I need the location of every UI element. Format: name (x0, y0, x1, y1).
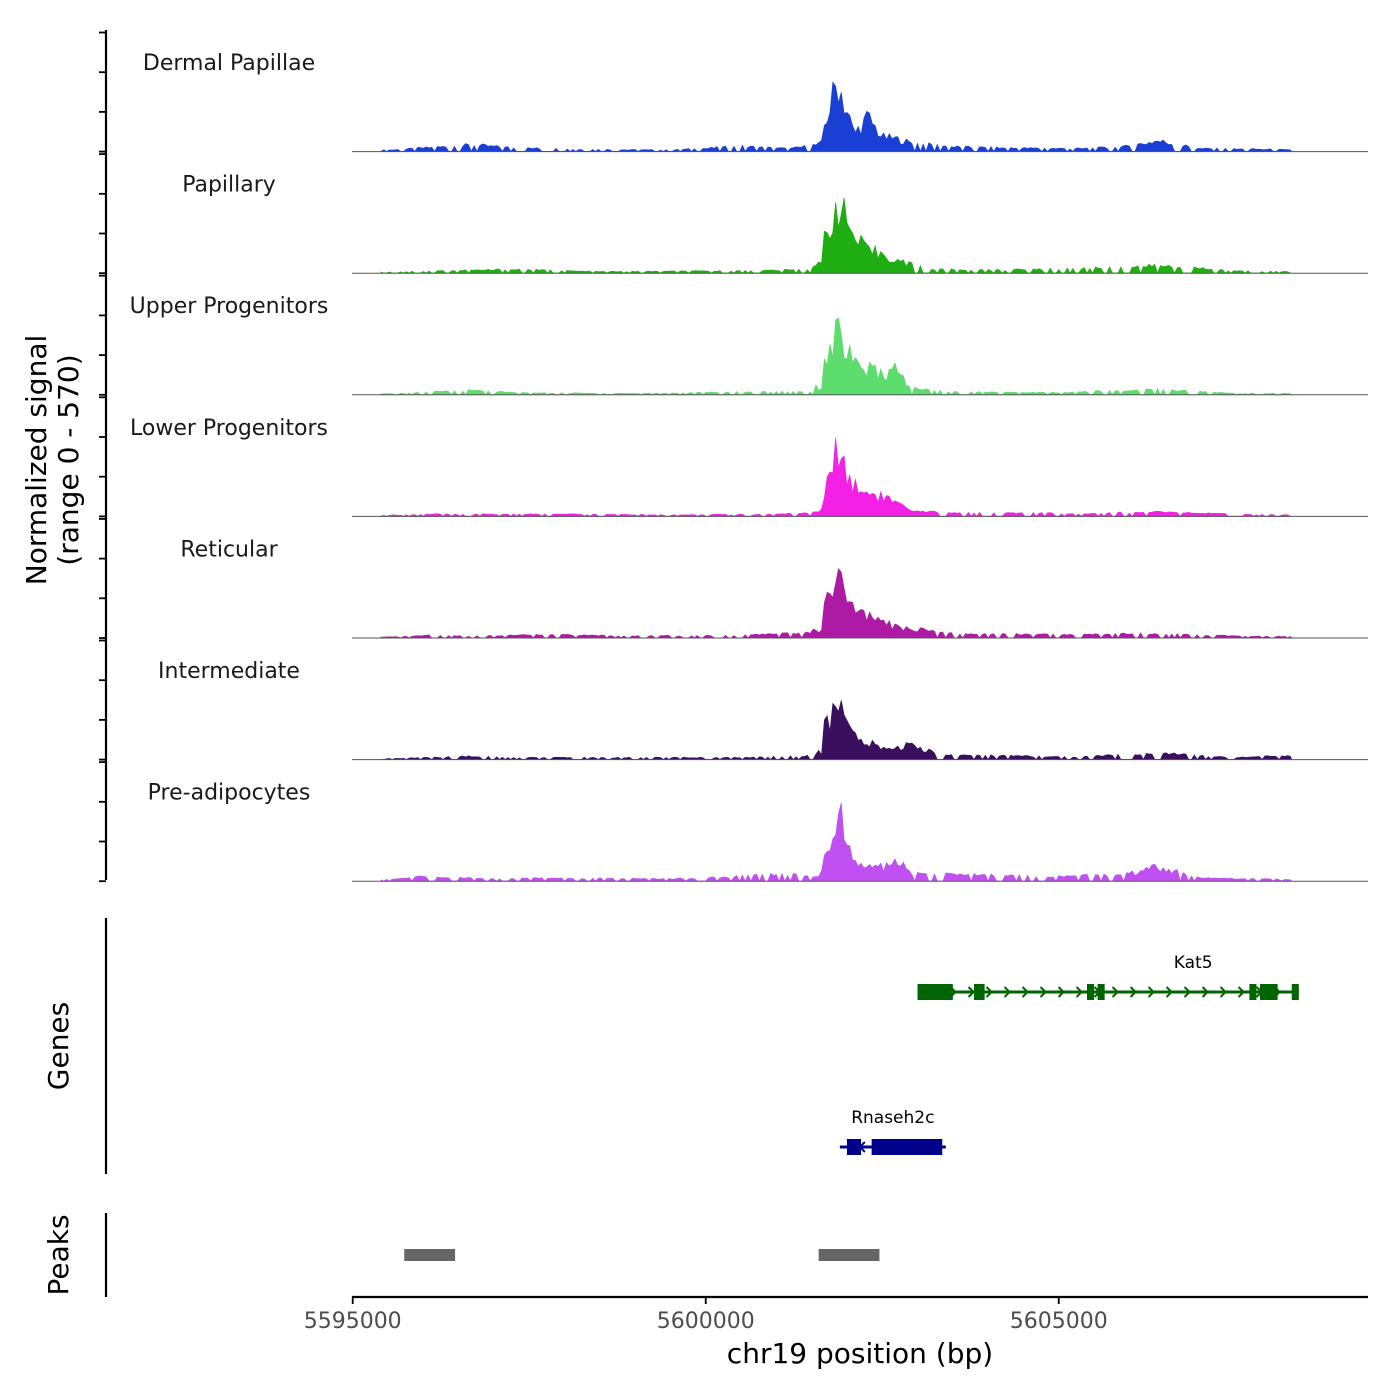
coverage-track-papillary (352, 197, 1368, 274)
strand-arrow (967, 986, 975, 998)
gene-exon (1097, 984, 1105, 1000)
gene-rnaseh2c: Rnaseh2c (839, 1108, 946, 1155)
strand-arrow (1147, 986, 1155, 998)
gene-label: Kat5 (1174, 953, 1213, 973)
strand-arrow (1111, 986, 1119, 998)
coverage-y-axis-title: Normalized signal(range 0 - 570) (20, 335, 85, 586)
track-label: Upper Progenitors (130, 294, 329, 319)
strand-arrow (985, 986, 993, 998)
coverage-track-upper-progenitors (352, 317, 1368, 396)
coverage-signal (380, 802, 1293, 883)
strand-arrow (1057, 986, 1065, 998)
strand-arrow (1129, 986, 1137, 998)
coverage-track-dermal-papillae (352, 81, 1368, 153)
x-axis-title: chr19 position (bp) (727, 1337, 993, 1370)
track-label: Lower Progenitors (130, 416, 328, 441)
track-label: Intermediate (158, 659, 300, 684)
strand-arrow (1201, 986, 1209, 998)
x-tick-label: 5600000 (657, 1309, 755, 1334)
gene-exon (846, 1139, 862, 1155)
coverage-signal (380, 700, 1293, 761)
track-label: Dermal Papillae (143, 51, 315, 76)
strand-arrow (1039, 986, 1047, 998)
strand-arrow (1165, 986, 1173, 998)
coverage-signal (380, 567, 1293, 639)
gene-exon (1259, 984, 1278, 1000)
strand-arrow (1237, 986, 1245, 998)
peak-region (404, 1249, 456, 1261)
strand-arrow (1075, 986, 1083, 998)
gene-exon (917, 984, 953, 1000)
gene-exon (1086, 984, 1095, 1000)
gene-exon (871, 1139, 943, 1155)
coverage-track-intermediate (352, 700, 1368, 761)
coverage-signal (380, 197, 1292, 274)
genes-axis-title: Genes (42, 1002, 75, 1090)
x-tick-label: 5595000 (304, 1309, 402, 1334)
peaks-axis-title: Peaks (42, 1214, 75, 1295)
coverage-signal (380, 81, 1293, 153)
coverage-signal (380, 437, 1292, 517)
coverage-track-pre-adipocytes (352, 802, 1368, 883)
peak-region (818, 1249, 880, 1261)
strand-arrow (1003, 986, 1011, 998)
track-label: Reticular (180, 537, 278, 562)
gene-exon (1291, 984, 1299, 1000)
track-label: Pre-adipocytes (148, 781, 311, 806)
gene-kat5: Kat5 (917, 953, 1299, 1000)
coverage-track-reticular (352, 567, 1368, 639)
coverage-track-lower-progenitors (352, 437, 1368, 517)
strand-arrow (1219, 986, 1227, 998)
x-tick-label: 5605000 (1010, 1309, 1108, 1334)
gene-exon (974, 984, 985, 1000)
gene-label: Rnaseh2c (851, 1108, 934, 1128)
gene-exon (1249, 984, 1257, 1000)
strand-arrow (1183, 986, 1191, 998)
coverage-signal (380, 317, 1293, 396)
track-label: Papillary (182, 173, 276, 198)
strand-arrow (1021, 986, 1029, 998)
